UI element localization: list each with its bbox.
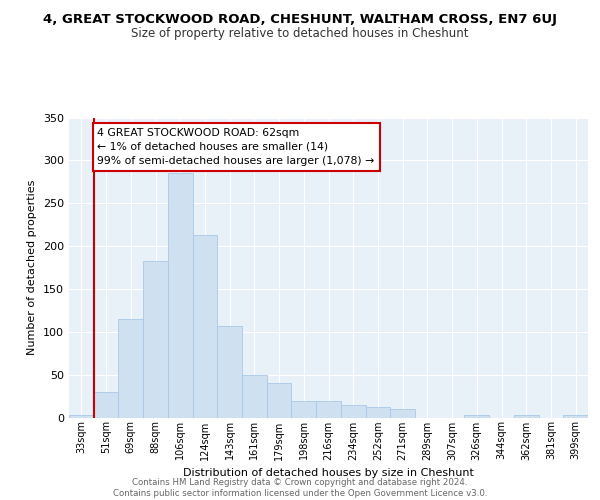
Bar xyxy=(292,401,316,417)
Bar xyxy=(267,383,292,418)
Bar xyxy=(217,326,242,418)
Bar xyxy=(514,415,539,418)
Bar xyxy=(365,407,390,418)
Text: 4 GREAT STOCKWOOD ROAD: 62sqm
← 1% of detached houses are smaller (14)
99% of se: 4 GREAT STOCKWOOD ROAD: 62sqm ← 1% of de… xyxy=(97,128,374,166)
Bar xyxy=(464,415,489,418)
Text: Size of property relative to detached houses in Cheshunt: Size of property relative to detached ho… xyxy=(131,28,469,40)
Bar xyxy=(341,404,365,417)
Bar xyxy=(316,401,341,417)
Bar xyxy=(143,260,168,418)
Bar xyxy=(118,319,143,418)
Bar xyxy=(94,392,118,417)
Bar xyxy=(168,173,193,418)
Bar xyxy=(69,415,94,418)
Y-axis label: Number of detached properties: Number of detached properties xyxy=(28,180,37,355)
X-axis label: Distribution of detached houses by size in Cheshunt: Distribution of detached houses by size … xyxy=(183,468,474,478)
Bar xyxy=(390,409,415,418)
Bar xyxy=(563,415,588,418)
Text: 4, GREAT STOCKWOOD ROAD, CHESHUNT, WALTHAM CROSS, EN7 6UJ: 4, GREAT STOCKWOOD ROAD, CHESHUNT, WALTH… xyxy=(43,12,557,26)
Bar xyxy=(242,374,267,418)
Text: Contains HM Land Registry data © Crown copyright and database right 2024.
Contai: Contains HM Land Registry data © Crown c… xyxy=(113,478,487,498)
Bar xyxy=(193,235,217,418)
